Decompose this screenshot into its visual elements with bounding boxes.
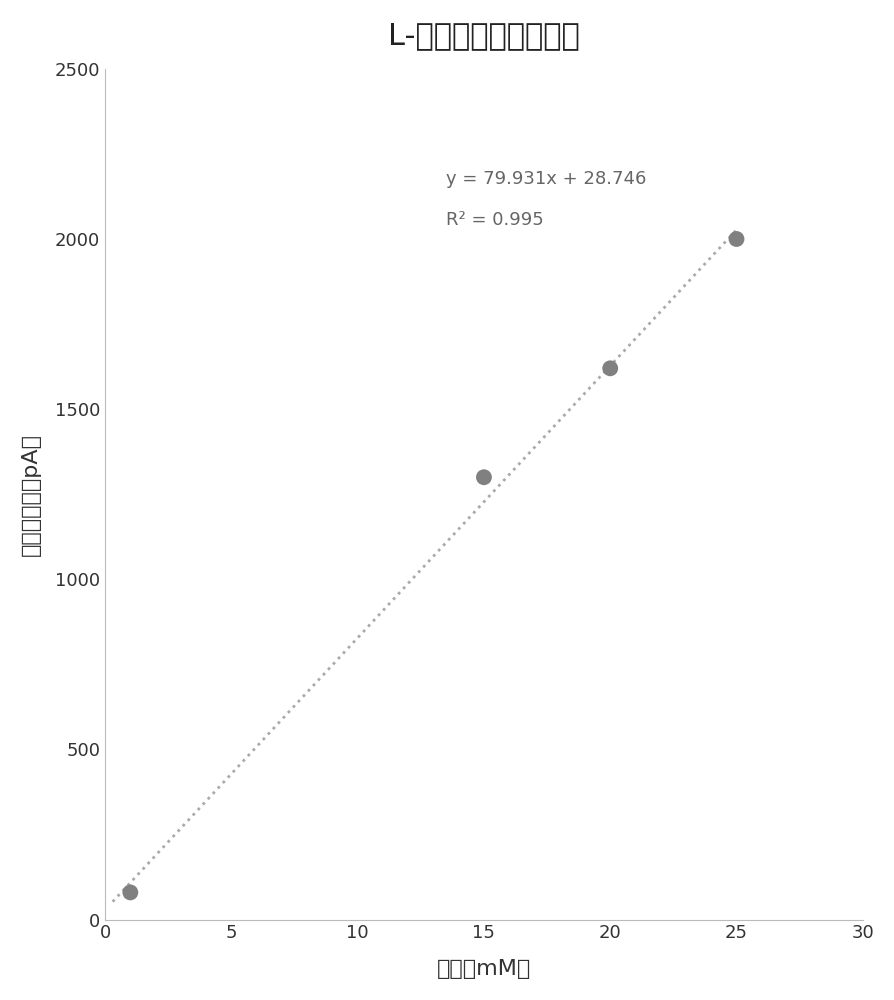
Title: L-泛解酸内酯标准曲线: L-泛解酸内酯标准曲线	[388, 21, 579, 50]
X-axis label: 浓度（mM）: 浓度（mM）	[436, 959, 530, 979]
Point	[477, 469, 491, 485]
Point	[729, 231, 743, 247]
Y-axis label: 气相峰面积（pA）: 气相峰面积（pA）	[21, 433, 41, 556]
Point	[603, 360, 617, 376]
Text: y = 79.931x + 28.746: y = 79.931x + 28.746	[445, 170, 645, 188]
Point	[123, 884, 138, 900]
Text: R² = 0.995: R² = 0.995	[445, 211, 544, 229]
